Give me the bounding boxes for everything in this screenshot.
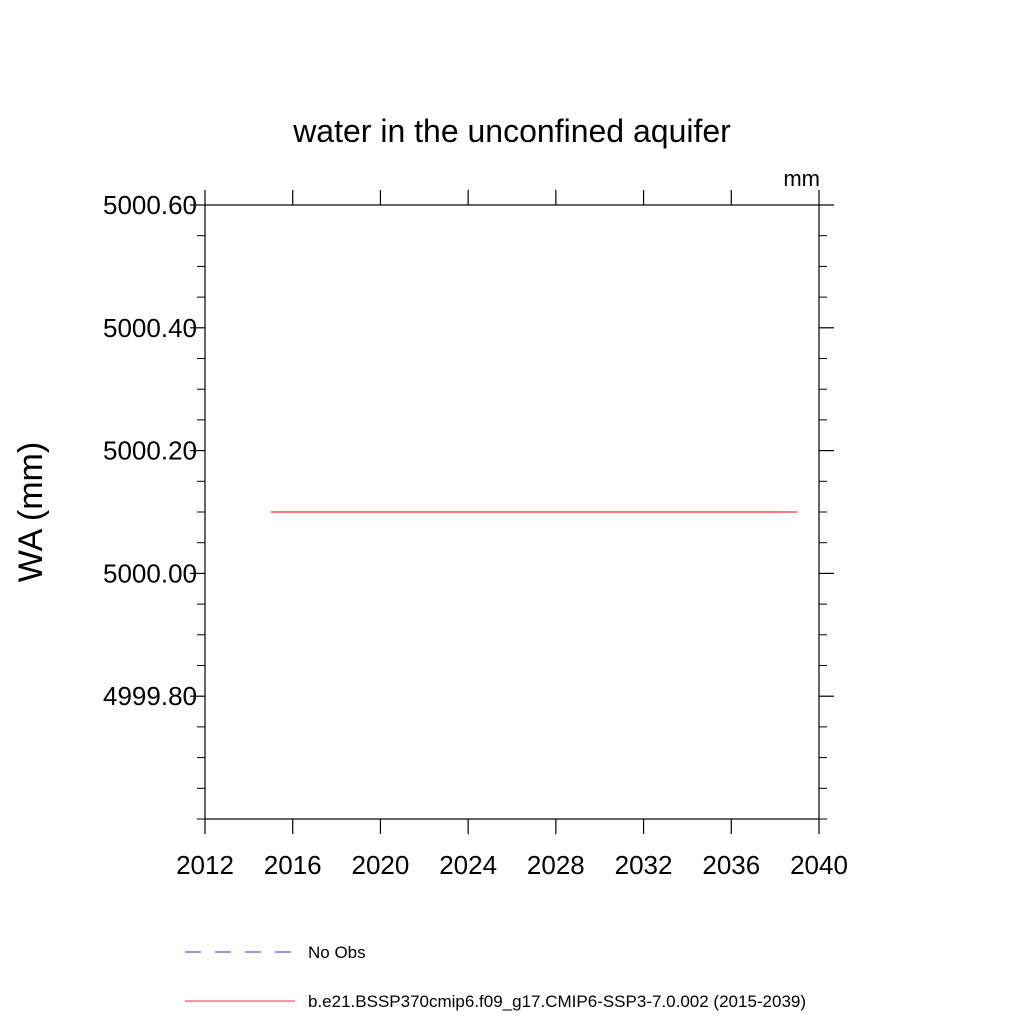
y-tick-label: 5000.20 <box>103 436 197 466</box>
axis-ticks <box>190 190 834 834</box>
y-tick-label: 5000.40 <box>103 313 197 343</box>
units-label: mm <box>783 166 820 191</box>
x-tick-label: 2012 <box>176 850 234 880</box>
x-tick-label: 2040 <box>790 850 848 880</box>
x-tick-label: 2024 <box>439 850 497 880</box>
legend: No Obs b.e21.BSSP370cmip6.f09_g17.CMIP6-S… <box>185 943 806 1011</box>
y-tick-label: 4999.80 <box>103 681 197 711</box>
x-tick-label: 2016 <box>264 850 322 880</box>
chart-title: water in the unconfined aquifer <box>292 113 731 149</box>
x-tick-label: 2028 <box>527 850 585 880</box>
x-tick-label: 2020 <box>352 850 410 880</box>
y-tick-label: 5000.60 <box>103 190 197 220</box>
y-tick-label: 5000.00 <box>103 558 197 588</box>
axis-tick-labels: 2012 2016 2020 2024 2028 2032 2036 2040 4999.80 5… <box>103 190 848 880</box>
legend-label-1: b.e21.BSSP370cmip6.f09_g17.CMIP6-SSP3-7.… <box>308 992 806 1011</box>
legend-label-0: No Obs <box>308 943 366 962</box>
y-axis-label: WA (mm) <box>12 442 50 582</box>
x-tick-label: 2032 <box>615 850 673 880</box>
x-tick-label: 2036 <box>702 850 760 880</box>
